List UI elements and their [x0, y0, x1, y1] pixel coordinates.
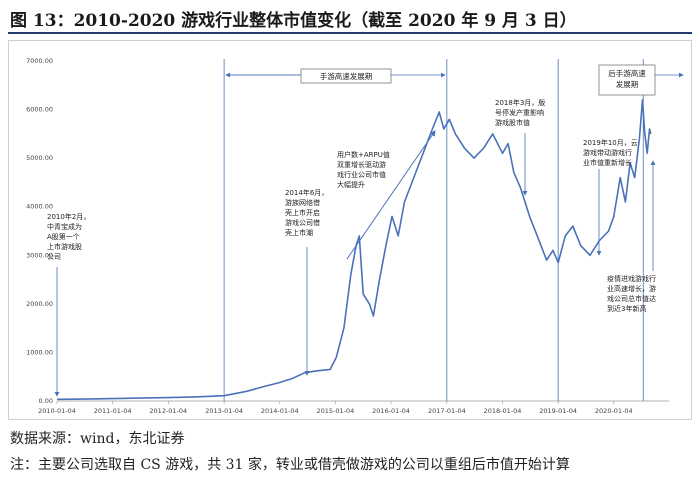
annotation-text: 业高速增长，游 [607, 284, 656, 293]
y-tick-label: 0.00 [39, 397, 53, 405]
annotation-text: 上市游戏股 [47, 242, 82, 251]
annotation-text: 2018年3月，版 [495, 98, 545, 107]
x-tick-label: 2010-01-04 [38, 407, 76, 415]
annotation-text: 壳上市潮 [285, 228, 313, 237]
annotation-text: 中青宝成为 [47, 222, 82, 231]
annotation-text: 戏行业公司市值 [337, 170, 386, 179]
annotation-text: 游戏股市值 [495, 118, 530, 127]
annotation-text: 2019年10月，云 [583, 138, 638, 147]
x-tick-label: 2015-01-04 [317, 407, 355, 415]
y-tick-label: 7000.00 [26, 57, 53, 65]
annotation-text: 公司 [47, 253, 61, 261]
chart-frame: 0.00 1000.00 2000.00 3000.00 4000.00 5000.00 6… [8, 40, 692, 420]
x-tick-label: 2020-01-04 [595, 407, 633, 415]
y-tick-label: 3000.00 [26, 251, 53, 259]
annotation-text: 业市值重新增长 [583, 158, 632, 167]
x-tick-label: 2017-01-04 [428, 407, 466, 415]
phase2-label: 后手游高速 [608, 68, 646, 78]
x-tick-label: 2018-01-04 [484, 407, 522, 415]
annotation-text: 到近3年新高 [607, 304, 646, 313]
y-tick-label: 5000.00 [26, 154, 53, 162]
x-tick-label: 2011-01-04 [94, 407, 132, 415]
footnote: 注：主要公司选取自 CS 游戏，共 31 家，转业或借壳做游戏的公司以重组后市值… [10, 457, 570, 473]
annotation-text: 双重增长驱动游 [337, 160, 386, 169]
annotation-text: 壳上市开启 [285, 208, 320, 217]
phase2-label: 发展期 [616, 79, 639, 89]
x-tick-label: 2019-01-04 [539, 407, 577, 415]
phase1-box [300, 68, 392, 84]
market-cap-chart: 0.00 1000.00 2000.00 3000.00 4000.00 5000.00 6… [26, 57, 684, 415]
annotation-text: A股第一个 [47, 232, 80, 241]
x-tick-label: 2016-01-04 [372, 407, 410, 415]
market-cap-line [56, 99, 652, 401]
annotation-text: 2010年2月， [47, 212, 90, 221]
y-tick-label: 2000.00 [26, 300, 53, 308]
annotation-text: 2014年6月， [285, 188, 328, 197]
x-tick-label: 2013-01-04 [205, 407, 243, 415]
y-tick-label: 6000.00 [26, 106, 53, 114]
phase1-label: 手游高速发展期 [320, 71, 373, 81]
annotation-text: 大幅提升 [337, 180, 365, 189]
x-tick-label: 2012-01-04 [149, 407, 187, 415]
annotation-text: 疫情进戏游戏行 [607, 274, 656, 283]
y-tick-label: 4000.00 [26, 203, 53, 211]
annotation-text: 游族网络借 [285, 198, 320, 207]
annotation-text: 戏公司总市值达 [607, 294, 656, 303]
phase2-box [598, 64, 656, 96]
title-divider [8, 32, 692, 34]
data-source: 数据来源：wind，东北证券 [10, 431, 185, 447]
annotation-text: 号停发产重影响 [495, 108, 544, 117]
annotation-text: 游戏公司借 [285, 218, 320, 227]
page-title: 图 13：2010-2020 游戏行业整体市值变化（截至 2020 年 9 月 … [10, 11, 577, 31]
y-tick-label: 1000.00 [26, 348, 53, 356]
growth-trend-arrow [346, 130, 436, 260]
x-tick-label: 2014-01-04 [261, 407, 299, 415]
annotation-text: 用户数+ARPU值 [337, 150, 390, 159]
annotation-text: 游戏带动游戏行 [583, 148, 632, 157]
